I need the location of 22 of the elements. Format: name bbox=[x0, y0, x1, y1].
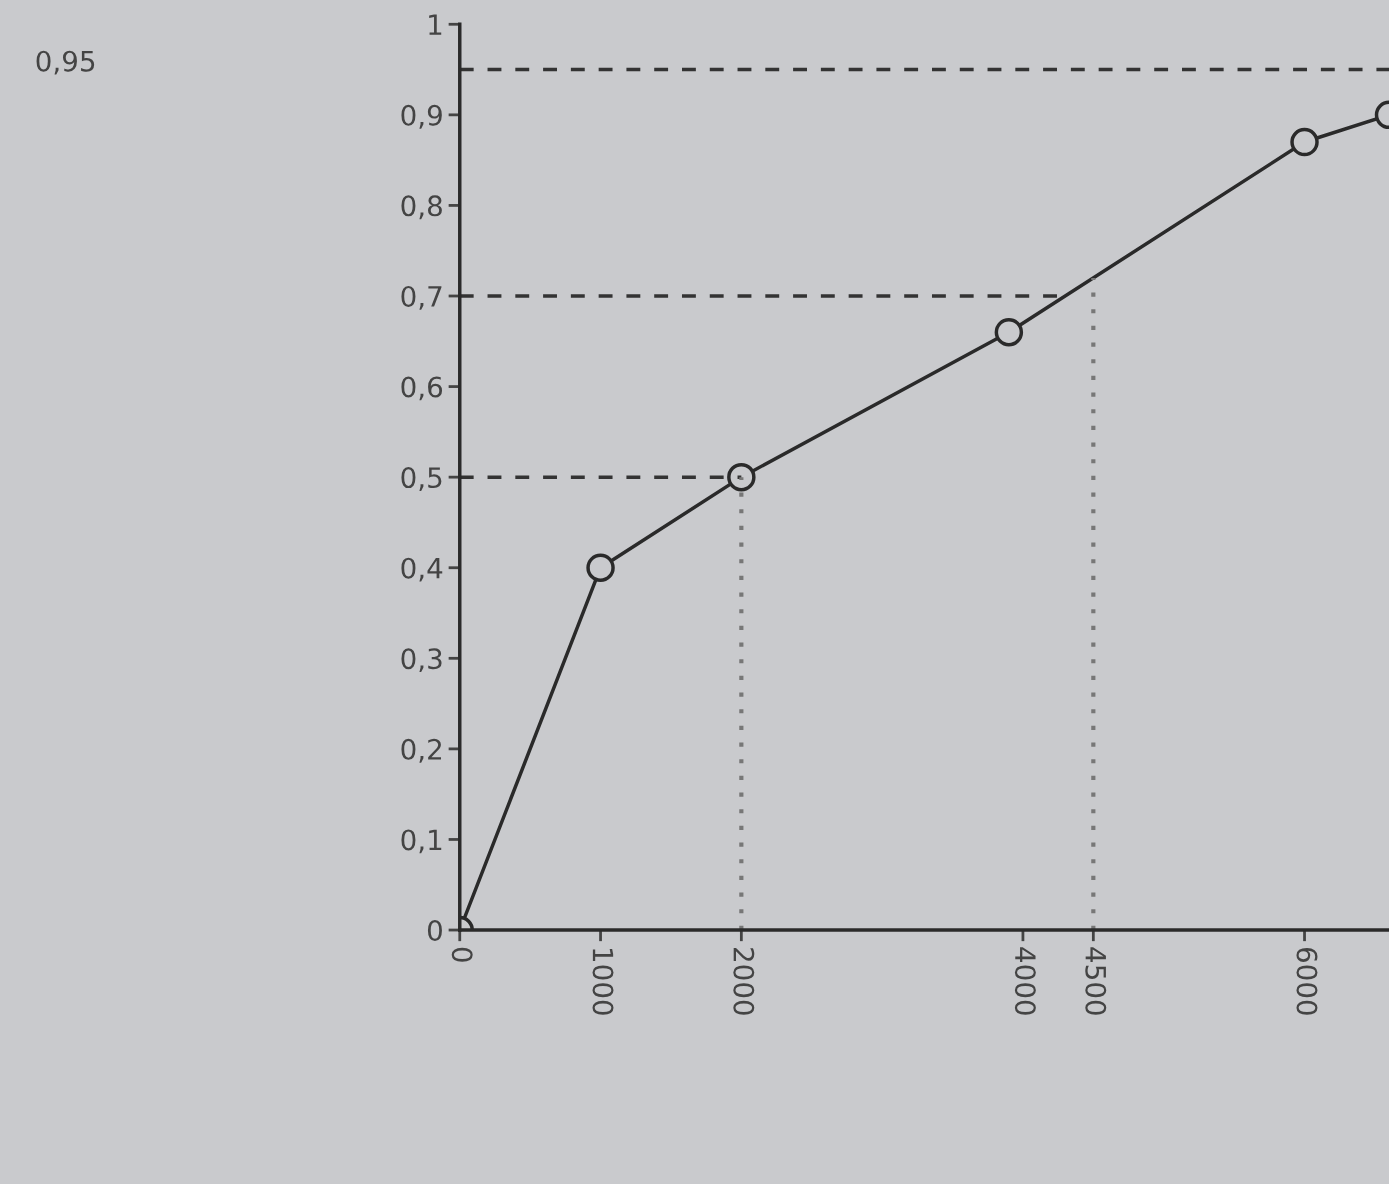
y-tick-label: 1 bbox=[429, 14, 442, 35]
y-tick-label: 0,2 bbox=[401, 738, 442, 763]
x-tick-label: 2000 bbox=[733, 948, 755, 1015]
y-tick-label: 0,4 bbox=[401, 557, 443, 582]
y-tick-label: 0,1 bbox=[401, 829, 442, 854]
point bbox=[1290, 127, 1319, 157]
y-tick-label: 0,5 bbox=[401, 467, 442, 491]
y-tick-label: 0,3 bbox=[401, 648, 442, 673]
point bbox=[727, 462, 756, 492]
x-tick-label: 0 bbox=[451, 947, 473, 962]
x-tick-label: 4000 bbox=[1014, 947, 1036, 1015]
point bbox=[586, 553, 615, 582]
x-tick-label: 1000 bbox=[592, 949, 614, 1015]
ref-line-label: 0,95 bbox=[36, 50, 95, 75]
x-tick-label: 4500 bbox=[1085, 947, 1107, 1015]
y-tick-label: 0,9 bbox=[401, 104, 442, 129]
point bbox=[994, 317, 1024, 347]
y-tick-label: 0,8 bbox=[401, 195, 442, 220]
y-tick-label: 0,7 bbox=[401, 285, 442, 310]
y-tick-label: 0,6 bbox=[401, 376, 443, 401]
x-tick-label: 6000 bbox=[1296, 947, 1318, 1015]
y-tick-label: 0 bbox=[427, 919, 442, 941]
